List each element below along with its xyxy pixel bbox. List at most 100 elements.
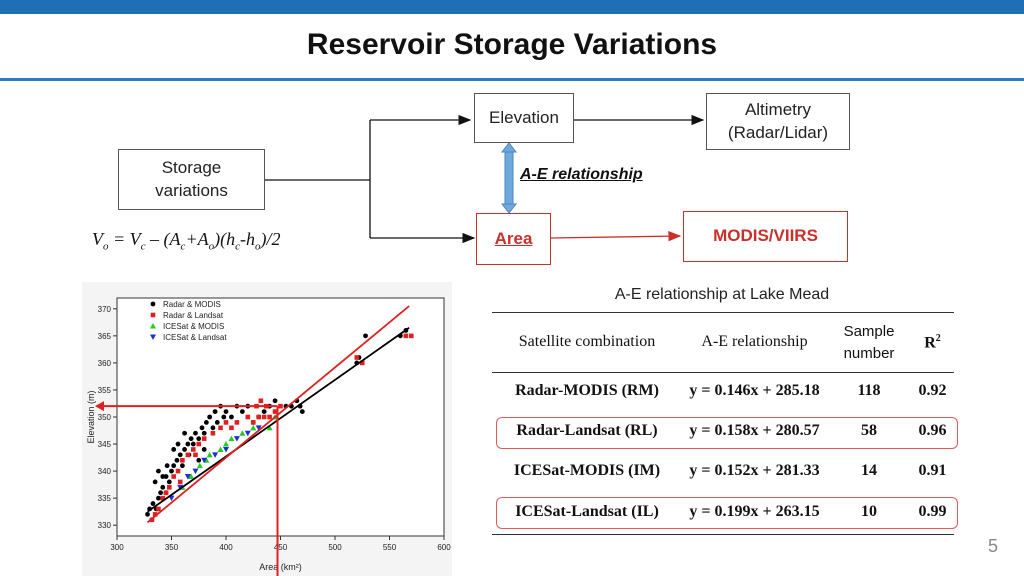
- data-point: [145, 511, 150, 517]
- data-point: [167, 485, 172, 490]
- data-point: [245, 414, 251, 420]
- data-point: [193, 452, 198, 458]
- highlight-icesat-landsat: [496, 497, 958, 529]
- storage-variations-box: Storage variations: [118, 149, 265, 210]
- table-cell-n: 10: [861, 503, 877, 520]
- data-point: [203, 420, 209, 425]
- page-number: 5: [988, 536, 999, 556]
- data-point: [192, 468, 199, 475]
- highlight-radar-landsat: [496, 417, 958, 449]
- data-point: [182, 430, 187, 436]
- data-point: [191, 447, 196, 452]
- data-point: [223, 446, 229, 453]
- table-cell-rel: y = 0.158x + 280.57: [689, 422, 820, 439]
- data-point: [199, 425, 205, 431]
- table-cell-r2: 0.99: [918, 503, 947, 520]
- data-point: [201, 447, 207, 452]
- data-point: [160, 474, 166, 479]
- ae-double-arrow: [500, 142, 518, 214]
- data-point: [196, 441, 202, 447]
- data-point: [212, 409, 218, 414]
- data-point: [228, 435, 235, 442]
- data-point: [168, 495, 175, 502]
- data-point: [218, 425, 223, 431]
- data-point: [188, 436, 194, 442]
- legend-label: Radar & MODIS: [163, 300, 221, 309]
- table-cell-combo: Radar-Landsat (RL): [516, 422, 658, 439]
- table-cell-combo: Radar-MODIS (RM): [515, 382, 659, 399]
- data-point: [169, 468, 174, 474]
- header-sample: Sample number: [843, 323, 895, 362]
- legend-label: ICESat & MODIS: [163, 322, 224, 331]
- top-bar: [0, 0, 1024, 14]
- data-point: [156, 468, 161, 474]
- data-point: [359, 360, 365, 366]
- data-point: [185, 441, 191, 447]
- page-title: Reservoir Storage Variations: [306, 28, 718, 61]
- ae-scatter-chart: 300 350 400 450 500 550 600 330 335 340 345 350 355 3…: [82, 282, 452, 576]
- data-point: [256, 414, 261, 420]
- data-point: [177, 479, 183, 485]
- y-tick-label: 370: [98, 305, 112, 314]
- data-point: [193, 430, 198, 436]
- x-axis-label: Area (km²): [259, 562, 302, 572]
- data-point: [196, 436, 202, 442]
- area-box: Area: [476, 213, 551, 265]
- data-point: [177, 484, 184, 491]
- x-tick-label: 450: [274, 543, 288, 552]
- data-point: [234, 420, 240, 425]
- storage-formula: Vo = Vc – (Ac+Ao)(hc-ho)/2: [92, 229, 281, 253]
- data-point: [201, 457, 208, 464]
- x-tick-label: 500: [328, 543, 342, 552]
- data-point: [171, 463, 177, 469]
- x-tick-label: 350: [165, 543, 179, 552]
- data-point: [166, 479, 172, 485]
- legend-label: ICESat & Landsat: [163, 333, 227, 342]
- table-cell-n: 118: [857, 382, 881, 399]
- data-point: [190, 441, 196, 447]
- data-point: [180, 457, 185, 463]
- data-point: [185, 452, 191, 458]
- modis-viirs-box: MODIS/VIIRS: [683, 211, 848, 262]
- elevation-box: Elevation: [474, 93, 574, 143]
- header-rel: A-E relationship: [701, 333, 808, 350]
- table-cell-n: 58: [861, 422, 877, 439]
- legend-label: Radar & Landsat: [163, 311, 224, 320]
- legend-marker: [150, 323, 156, 329]
- data-point: [229, 425, 234, 431]
- header-r2: R2: [924, 333, 941, 352]
- data-point: [278, 403, 283, 409]
- x-tick-label: 400: [219, 543, 233, 552]
- data-point: [196, 457, 202, 463]
- table-caption: A-E relationship at Lake Mead: [614, 286, 830, 303]
- data-point: [255, 425, 262, 431]
- data-point: [261, 414, 267, 420]
- data-point: [233, 436, 240, 442]
- data-point: [363, 333, 368, 339]
- data-point: [223, 409, 229, 414]
- data-point: [156, 495, 161, 501]
- data-point: [201, 430, 207, 436]
- data-point: [164, 463, 170, 469]
- title-rule: [0, 78, 1024, 81]
- y-tick-label: 340: [98, 467, 112, 476]
- data-point: [184, 474, 191, 480]
- data-point: [221, 414, 227, 420]
- data-point: [150, 501, 156, 506]
- y-tick-label: 330: [98, 521, 112, 530]
- data-point: [160, 495, 166, 501]
- table-cell-combo: ICESat-Landsat (IL): [515, 503, 659, 520]
- elevation-arrowhead: [95, 401, 104, 412]
- data-point: [206, 451, 213, 458]
- ae-relationship-label: A-E relationship: [520, 166, 643, 183]
- table-cell-rel: y = 0.146x + 285.18: [689, 382, 820, 399]
- data-point: [188, 473, 195, 479]
- data-point: [171, 474, 176, 479]
- data-point: [152, 479, 158, 485]
- table-cell-rel: y = 0.152x + 281.33: [689, 462, 820, 479]
- data-point: [409, 333, 414, 339]
- data-point: [201, 436, 207, 441]
- y-tick-label: 335: [98, 494, 112, 503]
- data-point: [239, 430, 246, 436]
- table-cell-combo: ICESat-MODIS (IM): [513, 462, 661, 479]
